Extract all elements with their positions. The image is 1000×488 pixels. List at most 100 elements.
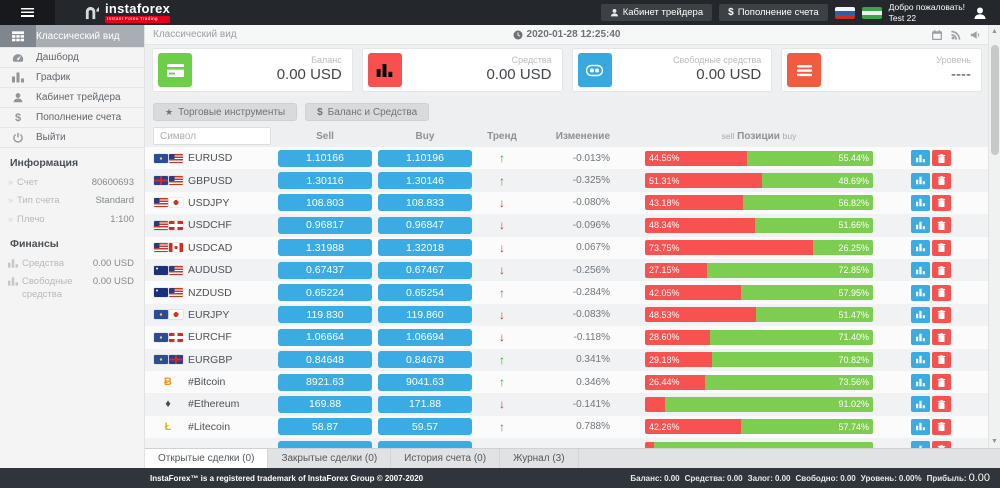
scrollbar-thumb[interactable] bbox=[990, 45, 999, 155]
instrument-row: Ł #Litecoin 58.87 59.57 ↑ 0.788% 42.26% … bbox=[145, 415, 988, 439]
delete-button[interactable] bbox=[932, 217, 951, 234]
price-buy-button[interactable]: 119.860 bbox=[378, 306, 472, 324]
price-sell-button[interactable] bbox=[278, 440, 372, 448]
price-buy-button[interactable]: 1.32018 bbox=[378, 239, 472, 257]
brand-logo[interactable]: instaforex Instant Forex Trading bbox=[83, 1, 171, 23]
trading-instruments-button[interactable]: ★ Торговые инструменты bbox=[153, 103, 298, 121]
megaphone-icon[interactable] bbox=[970, 30, 980, 40]
price-buy-button[interactable]: 0.96847 bbox=[378, 216, 472, 234]
price-sell-button[interactable]: 8921.63 bbox=[278, 373, 372, 391]
balance-funds-button[interactable]: $ Баланс и Средства bbox=[305, 103, 430, 121]
delete-button[interactable] bbox=[932, 374, 951, 391]
price-buy-button[interactable]: 1.06694 bbox=[378, 328, 472, 346]
chart-button[interactable] bbox=[911, 284, 930, 301]
price-buy-button[interactable]: 59.57 bbox=[378, 418, 472, 436]
delete-button[interactable] bbox=[932, 441, 951, 448]
sidebar-item[interactable]: Дашборд bbox=[0, 48, 144, 68]
price-buy-button[interactable]: 0.67467 bbox=[378, 261, 472, 279]
chart-button[interactable] bbox=[911, 262, 930, 279]
nz-flag-icon bbox=[153, 288, 168, 298]
vertical-scrollbar[interactable]: ▲ ▼ bbox=[988, 25, 1000, 448]
price-buy-button[interactable]: 0.65254 bbox=[378, 284, 472, 302]
rss-icon[interactable] bbox=[951, 30, 961, 40]
avatar[interactable] bbox=[972, 5, 988, 21]
change-value: 0.346% bbox=[576, 376, 610, 388]
symbol-flags bbox=[153, 265, 183, 275]
price-sell-button[interactable]: 1.31988 bbox=[278, 239, 372, 257]
tab-0[interactable]: Открытые сделки (0) bbox=[145, 449, 269, 468]
price-sell-button[interactable]: 169.88 bbox=[278, 395, 372, 413]
clock-icon bbox=[513, 30, 523, 39]
trend-arrow-icon: ↑ bbox=[499, 173, 505, 188]
chart-button[interactable] bbox=[911, 194, 930, 211]
sidebar-item[interactable]: $ Пополнение счета bbox=[0, 108, 144, 128]
delete-button[interactable] bbox=[932, 194, 951, 211]
instrument-row: EURUSD 1.10166 1.10196 ↑ -0.013% 44.56% … bbox=[145, 147, 988, 170]
delete-button[interactable] bbox=[932, 396, 951, 413]
price-sell-button[interactable]: 119.830 bbox=[278, 306, 372, 324]
jp-flag-icon bbox=[168, 198, 183, 208]
delete-button[interactable] bbox=[932, 172, 951, 189]
price-sell-button[interactable]: 0.67437 bbox=[278, 261, 372, 279]
chart-button[interactable] bbox=[911, 172, 930, 189]
chart-button[interactable] bbox=[911, 351, 930, 368]
delete-button[interactable] bbox=[932, 262, 951, 279]
price-buy-button[interactable]: 171.88 bbox=[378, 395, 472, 413]
chart-button[interactable] bbox=[911, 418, 930, 435]
tab-3[interactable]: Журнал (3) bbox=[500, 449, 579, 468]
symbol-search-input[interactable] bbox=[153, 127, 271, 145]
price-buy-button[interactable] bbox=[378, 440, 472, 448]
price-buy-button[interactable]: 1.30146 bbox=[378, 172, 472, 190]
scroll-up-arrow[interactable]: ▲ bbox=[991, 28, 998, 35]
price-buy-button[interactable]: 108.833 bbox=[378, 194, 472, 212]
russian-flag-icon[interactable] bbox=[834, 6, 855, 19]
deposit-button[interactable]: $ Пополнение счета bbox=[719, 4, 828, 21]
language-flag-icon[interactable] bbox=[861, 6, 882, 19]
price-sell-button[interactable]: 1.30116 bbox=[278, 172, 372, 190]
symbol-flags bbox=[153, 288, 183, 298]
tab-2[interactable]: История счета (0) bbox=[391, 449, 501, 468]
cabinet-button[interactable]: Кабинет трейдера bbox=[600, 4, 713, 21]
delete-button[interactable] bbox=[932, 306, 951, 323]
chart-button[interactable] bbox=[911, 306, 930, 323]
ch-flag-icon bbox=[168, 332, 183, 342]
delete-button[interactable] bbox=[932, 284, 951, 301]
price-sell-button[interactable]: 0.96817 bbox=[278, 216, 372, 234]
change-value: -0.325% bbox=[572, 175, 610, 187]
calendar-icon[interactable] bbox=[932, 29, 942, 40]
change-value: -0.141% bbox=[572, 398, 610, 410]
delete-button[interactable] bbox=[932, 418, 951, 435]
chart-button[interactable] bbox=[911, 150, 930, 167]
price-sell-button[interactable]: 1.06664 bbox=[278, 328, 372, 346]
tab-1[interactable]: Закрытые сделки (0) bbox=[268, 449, 392, 468]
chart-button[interactable] bbox=[911, 396, 930, 413]
sidebar-item[interactable]: Классический вид bbox=[0, 25, 144, 48]
price-sell-button[interactable]: 58.87 bbox=[278, 418, 372, 436]
symbol-flags bbox=[153, 355, 183, 365]
chart-button[interactable] bbox=[911, 239, 930, 256]
us-flag-icon bbox=[153, 243, 168, 253]
price-sell-button[interactable]: 0.84648 bbox=[278, 351, 372, 369]
brand-name: instaforex bbox=[105, 1, 171, 17]
price-sell-button[interactable]: 0.65224 bbox=[278, 284, 372, 302]
chart-button[interactable] bbox=[911, 329, 930, 346]
delete-button[interactable] bbox=[932, 239, 951, 256]
price-buy-button[interactable]: 0.84678 bbox=[378, 351, 472, 369]
price-buy-button[interactable]: 9041.63 bbox=[378, 373, 472, 391]
sidebar-item[interactable]: График bbox=[0, 68, 144, 88]
delete-button[interactable] bbox=[932, 351, 951, 368]
price-sell-button[interactable]: 108.803 bbox=[278, 194, 372, 212]
positions-bar: 48.34% 51.66% bbox=[645, 217, 873, 233]
chart-button[interactable] bbox=[911, 217, 930, 234]
menu-toggle-button[interactable] bbox=[0, 0, 55, 25]
scroll-down-arrow[interactable]: ▼ bbox=[991, 438, 998, 445]
price-buy-button[interactable]: 1.10196 bbox=[378, 149, 472, 167]
sidebar-item[interactable]: Кабинет трейдера bbox=[0, 88, 144, 108]
delete-button[interactable] bbox=[932, 150, 951, 167]
sidebar-item[interactable]: Выйти bbox=[0, 128, 144, 148]
chart-button[interactable] bbox=[911, 441, 930, 448]
delete-button[interactable] bbox=[932, 329, 951, 346]
card-value: 0.00 USD bbox=[276, 66, 342, 84]
price-sell-button[interactable]: 1.10166 bbox=[278, 149, 372, 167]
chart-button[interactable] bbox=[911, 374, 930, 391]
